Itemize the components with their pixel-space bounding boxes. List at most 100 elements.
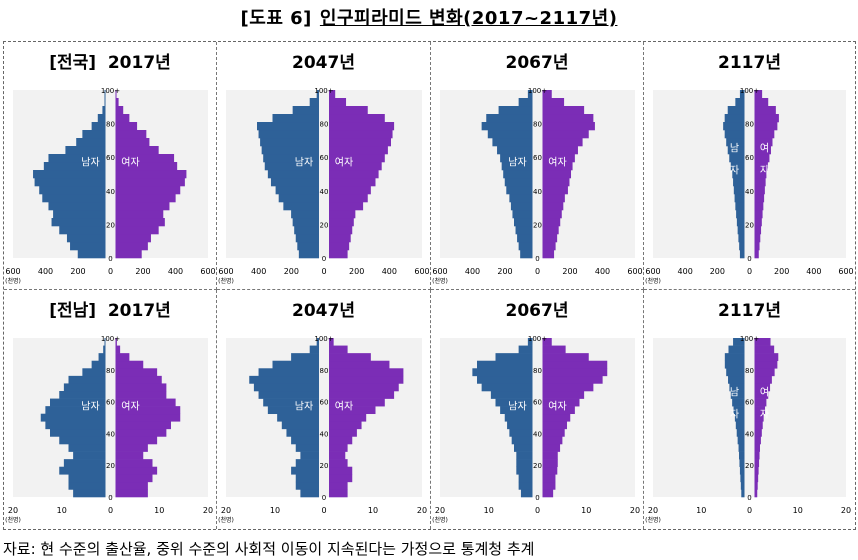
male-bar bbox=[736, 218, 745, 227]
female-bar bbox=[115, 436, 158, 445]
male-bar bbox=[741, 489, 745, 498]
population-tick-label: 600 bbox=[645, 267, 660, 276]
age-tick-label: 80 bbox=[106, 121, 115, 129]
male-bar bbox=[48, 202, 106, 211]
female-bar bbox=[754, 474, 759, 483]
male-bar bbox=[295, 459, 319, 468]
male-bar bbox=[82, 130, 106, 139]
female-bar bbox=[329, 138, 391, 147]
female-bar bbox=[329, 345, 348, 354]
male-bar bbox=[732, 170, 745, 179]
female-bar bbox=[754, 360, 778, 369]
pyramid-panel-national-2047: 2047년 0 20 40 60 80 100+ 600 400 200 0 200 400 600 (천명… bbox=[217, 42, 431, 290]
age-tick-label: 80 bbox=[106, 367, 115, 375]
population-tick-label: 600 bbox=[414, 267, 429, 276]
male-bar bbox=[732, 398, 745, 407]
female-bar bbox=[115, 242, 148, 251]
female-label: 여 bbox=[760, 143, 769, 155]
female-bar bbox=[115, 481, 148, 490]
unit-label: (천명) bbox=[432, 277, 448, 285]
age-tick-label: 20 bbox=[320, 221, 329, 229]
female-bar bbox=[115, 406, 181, 415]
male-bar bbox=[73, 451, 106, 460]
male-bar bbox=[272, 360, 319, 369]
age-tick-label: 0 bbox=[535, 494, 539, 502]
female-bar bbox=[329, 226, 353, 235]
female-bar bbox=[115, 375, 162, 384]
female-bar bbox=[329, 436, 353, 445]
plot-background bbox=[653, 90, 846, 258]
male-bar bbox=[257, 122, 319, 131]
male-bar bbox=[733, 338, 745, 346]
female-bar bbox=[115, 186, 181, 195]
female-bar bbox=[115, 114, 130, 123]
age-tick-label: 40 bbox=[533, 430, 542, 438]
male-label: 남자 bbox=[81, 401, 99, 413]
female-bar bbox=[754, 406, 766, 415]
male-bar bbox=[481, 122, 533, 131]
population-tick-label: 20 bbox=[435, 506, 445, 515]
male-bar bbox=[723, 122, 745, 131]
population-tick-label: 10 bbox=[581, 506, 591, 515]
male-bar bbox=[264, 162, 319, 171]
female-bar bbox=[542, 114, 594, 123]
female-bar bbox=[329, 210, 356, 219]
age-tick-label: 80 bbox=[745, 121, 754, 129]
female-bar bbox=[329, 421, 362, 430]
population-tick-label: 400 bbox=[678, 267, 693, 276]
male-bar bbox=[51, 218, 106, 227]
male-bar bbox=[737, 436, 745, 445]
male-bar bbox=[50, 398, 106, 407]
age-tick-label: 60 bbox=[320, 399, 329, 407]
population-tick-label: 10 bbox=[484, 506, 494, 515]
panel-title: 2117년 bbox=[718, 301, 781, 321]
female-bar bbox=[542, 436, 563, 445]
male-bar bbox=[98, 353, 106, 362]
female-bar bbox=[329, 130, 393, 139]
unit-label: (천명) bbox=[218, 516, 234, 524]
female-bar bbox=[115, 122, 138, 131]
population-tick-label: 20 bbox=[648, 506, 658, 515]
female-bar bbox=[329, 444, 348, 452]
age-tick-label: 60 bbox=[745, 399, 754, 407]
male-bar bbox=[291, 210, 319, 219]
female-bar bbox=[115, 368, 158, 377]
male-bar bbox=[490, 391, 533, 399]
female-bar bbox=[754, 383, 771, 392]
pyramid-panel-jeonnam-2047: 2047년 0 20 40 60 80 100+ 20 10 0 10 20 (천명) 남자 여자 bbox=[217, 290, 431, 529]
population-tick-label: 400 bbox=[806, 267, 821, 276]
male-bar bbox=[739, 90, 745, 99]
male-bar bbox=[291, 466, 319, 475]
unit-label: (천명) bbox=[5, 516, 21, 524]
population-tick-label: 200 bbox=[70, 267, 85, 276]
female-bar bbox=[115, 226, 159, 235]
population-tick-label: 20 bbox=[417, 506, 427, 515]
male-bar bbox=[267, 406, 319, 415]
population-tick-label: 10 bbox=[696, 506, 706, 515]
age-tick-label: 20 bbox=[320, 462, 329, 470]
female-bar bbox=[754, 451, 760, 460]
female-bar bbox=[754, 338, 771, 346]
female-label: 여자 bbox=[335, 157, 353, 169]
male-label: 남자 bbox=[508, 401, 526, 413]
female-bar bbox=[754, 444, 760, 452]
male-bar bbox=[270, 178, 319, 187]
population-tick-label: 20 bbox=[630, 506, 640, 515]
female-bar bbox=[115, 146, 159, 155]
female-bar bbox=[754, 154, 770, 163]
female-bar bbox=[115, 391, 167, 399]
female-bar bbox=[542, 489, 554, 498]
female-label: 여자 bbox=[548, 157, 566, 169]
male-bar bbox=[518, 98, 533, 107]
age-tick-label: 0 bbox=[108, 255, 112, 263]
population-tick-label: 0 bbox=[108, 267, 113, 276]
female-bar bbox=[115, 218, 165, 227]
male-bar bbox=[249, 375, 319, 384]
female-bar bbox=[329, 114, 385, 123]
male-bar bbox=[509, 194, 533, 203]
female-bar bbox=[542, 345, 566, 354]
age-tick-label: 100+ bbox=[740, 87, 759, 95]
female-bar bbox=[542, 170, 572, 179]
female-bar bbox=[115, 178, 185, 187]
